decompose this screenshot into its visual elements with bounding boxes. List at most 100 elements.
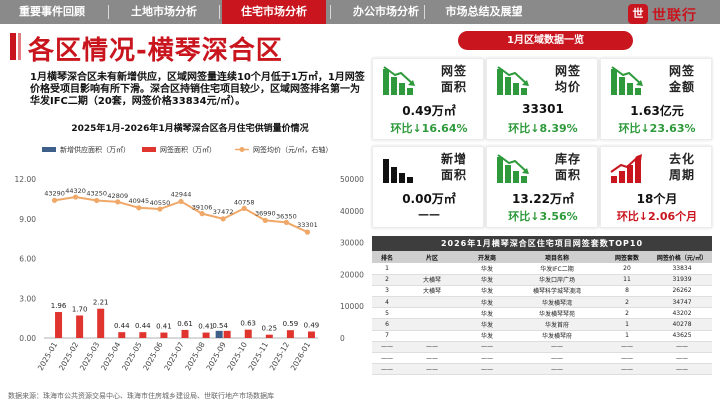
table-row: —— —— —— —— —— —— — [372, 341, 712, 354]
kpi-change: 环比↓16.64% — [390, 122, 468, 135]
table-cell: 华发 — [462, 330, 512, 342]
table-row: —— —— —— —— —— —— — [372, 363, 712, 376]
price-point — [220, 216, 226, 222]
bar-data-label: 1.70 — [72, 305, 88, 313]
table-row: 3 大横琴 华发 横琴科学城琴澳湾 8 26262 — [372, 285, 712, 298]
table-cell: 华发横琴湾 — [512, 296, 602, 309]
table-cell: 华发IFC二期 — [512, 263, 602, 275]
table-cell: 2 — [372, 274, 402, 286]
bar-new-supply — [215, 330, 223, 338]
bar-sign-area — [181, 329, 189, 338]
table-cell: —— — [512, 352, 602, 365]
table-cell — [402, 296, 462, 309]
table-cell: 5 — [372, 307, 402, 320]
table-cell: —— — [372, 341, 402, 354]
price-point — [73, 194, 79, 200]
x-axis-tick: 2026-01 — [289, 340, 313, 372]
table-cell: 华发首府 — [512, 318, 602, 331]
table-cell — [402, 318, 462, 331]
nav-divider — [330, 5, 331, 19]
kpi-card-new-area: 新增面积 0.00万㎡ —— — [372, 146, 484, 228]
table-cell: 26262 — [652, 285, 712, 298]
table-cell: 华发横琴琴苑 — [512, 307, 602, 320]
bar-sign-area — [244, 329, 252, 338]
bar-data-label: 0.61 — [177, 320, 193, 328]
kpi-card-inventory-area: 库存面积 13.22万㎡ 环比↓3.56% — [486, 146, 598, 228]
bar-data-label: 1.96 — [51, 302, 67, 310]
bar-down-icon — [383, 66, 415, 95]
price-data-label: 36990 — [255, 209, 276, 217]
x-axis-tick: 2025-11 — [247, 340, 271, 372]
price-point — [241, 205, 247, 211]
bar-up-icon — [610, 154, 642, 183]
price-data-label: 39106 — [192, 204, 213, 212]
table-cell: 华发 — [462, 285, 512, 298]
table-cell: 31939 — [652, 274, 712, 286]
supply-sales-price-chart: 新增供应面积（万㎡） 网签面积（万㎡） 网签均价（元/㎡，右轴） 0.00 3.00 6.… — [15, 145, 365, 372]
bar-sign-area — [223, 330, 231, 338]
price-point — [51, 197, 58, 203]
bar-sign-area — [307, 331, 315, 338]
table-row: —— —— —— —— —— —— — [372, 352, 712, 365]
tab-office-market[interactable]: 办公市场分析 — [353, 5, 419, 18]
right-axis-tick: 0 — [340, 334, 345, 343]
bar-down-icon — [497, 154, 529, 183]
table-cell: —— — [462, 352, 512, 365]
price-point — [115, 199, 121, 205]
x-axis-tick: 2025-01 — [36, 340, 60, 372]
column-header: 网签价格（元/㎡） — [652, 251, 712, 263]
top-navigation: 重要事件回顾 土地市场分析 住宅市场分析 办公市场分析 市场总结及展望 — [0, 0, 720, 24]
table-cell: 2 — [602, 296, 652, 309]
table-cell: 43202 — [652, 307, 712, 320]
kpi-card-sign-amount: 网签金额 1.63亿元 环比↓23.63% — [600, 58, 712, 140]
price-point — [136, 205, 142, 211]
price-point — [178, 198, 184, 205]
table-cell: 4 — [372, 296, 402, 309]
bar-down-icon — [611, 66, 643, 95]
table-cell: 华发 — [462, 318, 512, 331]
kpi-change: 环比↓3.56% — [508, 210, 578, 223]
column-header: 开发商 — [462, 251, 512, 263]
kpi-label: 去化周期 — [668, 152, 695, 182]
table-cell: 1 — [372, 263, 402, 275]
tab-land-market[interactable]: 土地市场分析 — [131, 5, 197, 18]
table-row: 5 华发 华发横琴琴苑 2 43202 — [372, 307, 712, 320]
price-point — [304, 229, 311, 235]
kpi-value: 0.00万㎡ — [402, 192, 456, 206]
table-cell: 6 — [372, 318, 402, 331]
table-cell: 7 — [372, 330, 402, 342]
table-cell — [402, 263, 462, 275]
tab-key-events[interactable]: 重要事件回顾 — [19, 5, 85, 18]
table-cell: —— — [402, 341, 462, 354]
x-axis-tick: 2025-08 — [183, 340, 207, 372]
price-point — [94, 197, 100, 204]
left-axis-tick: 6.00 — [19, 255, 36, 264]
rank-table-header: 排名 片区 开发商 项目名称 网签套数 网签价格（元/㎡） — [372, 251, 712, 263]
bar-flat-icon — [383, 159, 413, 183]
kpi-label: 库存面积 — [554, 152, 581, 182]
tab-summary-outlook[interactable]: 市场总结及展望 — [445, 5, 523, 18]
table-cell: 43625 — [652, 330, 712, 342]
nav-divider — [424, 5, 425, 19]
rank-table-title: 2026年1月横琴深合区住宅项目网签套数TOP10 — [372, 236, 712, 251]
legend-swatch — [42, 147, 56, 152]
table-cell: —— — [512, 341, 602, 354]
x-axis-tick: 2025-12 — [268, 340, 292, 372]
x-axis-tick: 2025-04 — [99, 340, 123, 372]
table-cell: 11 — [602, 274, 652, 286]
bar-sign-area — [286, 330, 294, 338]
kpi-value: 33301 — [522, 102, 564, 116]
price-data-label: 42944 — [171, 190, 192, 198]
legend-label: 网签均价（元/㎡，右轴） — [253, 145, 332, 154]
kpi-change: —— — [418, 208, 440, 221]
company-logo: 世 世联行 — [628, 4, 716, 24]
bar-data-label: 0.41 — [198, 323, 214, 331]
bar-data-label: 0.54 — [212, 322, 228, 330]
table-cell: 华发 — [462, 263, 512, 275]
chart-title: 2025年1月-2026年1月横琴深合区各月住宅供销量价情况 — [71, 124, 309, 134]
bar-sign-area — [265, 334, 273, 338]
right-axis-tick: 20000 — [340, 270, 364, 279]
tab-residential-market[interactable]: 住宅市场分析 — [222, 0, 326, 24]
table-cell: 8 — [602, 285, 652, 298]
table-cell: 华发 — [462, 307, 512, 320]
